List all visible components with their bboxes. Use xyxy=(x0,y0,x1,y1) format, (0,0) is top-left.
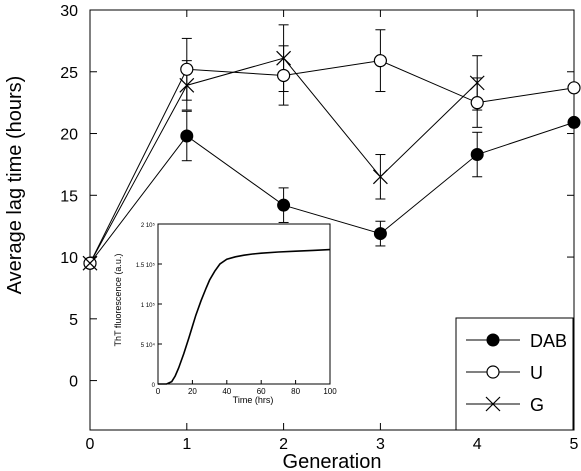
data-point-dab xyxy=(373,227,387,241)
inset-x-tick-label: 80 xyxy=(291,387,300,396)
inset-x-tick-label: 60 xyxy=(257,387,266,396)
inset-y-tick-label: 1.5 10⁵ xyxy=(136,262,156,269)
x-tick-label: 5 xyxy=(570,436,579,453)
legend-label-u: U xyxy=(530,363,543,383)
data-point-dab xyxy=(277,198,291,212)
inset-background xyxy=(158,224,330,384)
inset-y-tick-label: 2 10⁵ xyxy=(141,222,156,229)
data-point-g xyxy=(469,75,485,91)
data-point-g xyxy=(82,255,98,271)
legend-marker-u xyxy=(486,365,500,379)
cross-stroke xyxy=(82,255,98,271)
data-point-dab xyxy=(567,115,581,129)
inset-x-tick-label: 100 xyxy=(323,387,337,396)
data-point-g xyxy=(276,50,292,66)
main-y-axis-label: Average lag time (hours) xyxy=(4,76,26,295)
x-tick-label: 2 xyxy=(279,436,288,453)
legend-box xyxy=(455,317,574,431)
x-tick-label: 3 xyxy=(376,436,385,453)
data-point-u xyxy=(470,96,484,110)
data-point-u xyxy=(373,54,387,68)
inset-x-axis-label: Time (hrs) xyxy=(233,395,274,405)
y-tick-label: 25 xyxy=(60,65,78,82)
inset-x-tick-label: 40 xyxy=(222,387,231,396)
x-tick-label: 4 xyxy=(473,436,482,453)
y-tick-label: 0 xyxy=(69,374,78,391)
legend-marker-g xyxy=(485,396,501,412)
legend-label-g: G xyxy=(530,395,544,415)
legend-marker-dab xyxy=(486,333,500,347)
y-tick-label: 10 xyxy=(60,250,78,267)
legend-label-dab: DAB xyxy=(530,331,567,351)
cross-stroke xyxy=(372,169,388,185)
data-point-u xyxy=(180,62,194,76)
x-tick-label: 0 xyxy=(86,436,95,453)
data-point-g xyxy=(179,77,195,93)
data-point-u xyxy=(277,68,291,83)
data-point-g xyxy=(372,169,388,185)
y-tick-label: 5 xyxy=(69,312,78,329)
inset-y-tick-label: 1 10⁵ xyxy=(141,302,156,309)
main-x-axis-label: Generation xyxy=(283,451,382,471)
y-tick-label: 20 xyxy=(60,127,78,144)
series-line-u xyxy=(89,60,575,264)
inset-y-tick-label: 5 10⁴ xyxy=(141,342,156,349)
inset-fluorescence-curve xyxy=(158,248,331,385)
data-point-u xyxy=(567,81,581,95)
cross-stroke xyxy=(179,77,195,93)
inset-y-axis-label: ThT fluorescence (a.u.) xyxy=(113,254,123,347)
main-plot-frame xyxy=(89,9,575,431)
legend: DAB UG xyxy=(455,317,574,431)
inset-x-tick-label: 20 xyxy=(188,387,197,396)
data-point-dab xyxy=(180,129,194,143)
y-tick-label: 30 xyxy=(60,3,78,20)
cross-stroke xyxy=(485,396,501,412)
cross-stroke xyxy=(469,75,485,91)
inset-x-tick-label: 0 xyxy=(156,387,161,396)
cross-stroke xyxy=(276,50,292,66)
series-line-dab xyxy=(89,121,575,264)
inset-y-tick-label: 0 xyxy=(152,383,156,389)
y-tick-label: 15 xyxy=(60,188,78,205)
data-point-dab xyxy=(470,148,484,162)
x-tick-label: 1 xyxy=(182,436,191,453)
